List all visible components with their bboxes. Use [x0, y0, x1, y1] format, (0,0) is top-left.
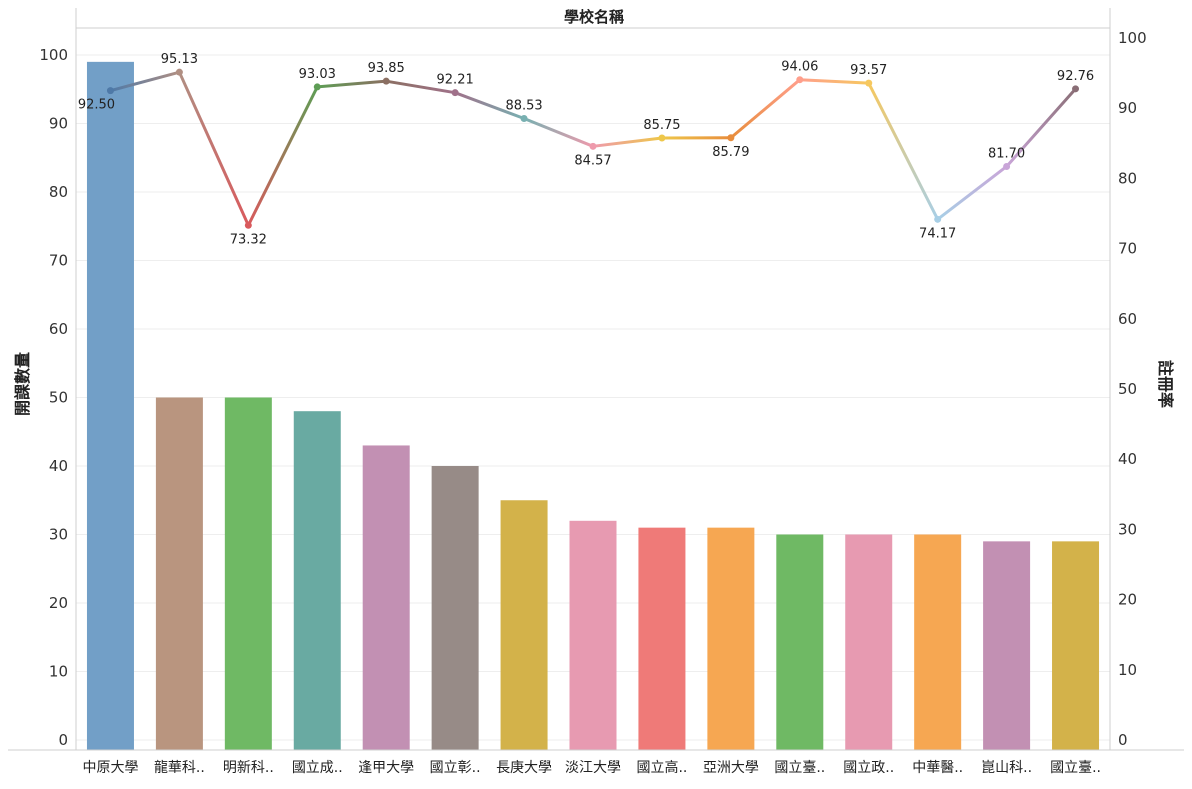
- line-point: [590, 143, 597, 150]
- bar: [432, 466, 479, 750]
- line-segment: [869, 83, 938, 219]
- category-label: 崑山科..: [981, 760, 1032, 776]
- bar: [570, 521, 617, 750]
- line-point: [1072, 85, 1079, 92]
- left-tick-label: 50: [49, 389, 68, 407]
- category-label: 中華醫..: [912, 760, 963, 776]
- category-label: 逢甲大學: [358, 760, 414, 776]
- line-series: 92.50 95.13 73.32 93.03 93.85 92.21 88.53 84.57…: [78, 52, 1094, 247]
- line-data-label: 94.06: [781, 60, 818, 75]
- line-data-label: 84.57: [574, 153, 611, 168]
- line-data-label: 85.79: [712, 145, 749, 160]
- line-segment: [731, 80, 800, 138]
- line-point: [452, 89, 459, 96]
- left-tick-label: 20: [49, 594, 68, 612]
- right-tick-label: 10: [1118, 661, 1137, 679]
- right-tick-label: 80: [1118, 169, 1137, 187]
- line-data-label: 92.21: [437, 73, 474, 88]
- category-label: 國立政..: [843, 760, 894, 776]
- category-label: 國立高..: [636, 759, 687, 776]
- line-segment: [593, 138, 662, 146]
- bar: [1052, 541, 1099, 750]
- line-data-label: 93.85: [368, 61, 405, 76]
- bar: [363, 445, 410, 750]
- line-data-label: 92.50: [78, 98, 115, 113]
- bar: [845, 535, 892, 751]
- line-data-label: 93.03: [299, 67, 336, 82]
- category-label: 中原大學: [82, 760, 138, 776]
- line-point: [658, 135, 665, 142]
- bar: [294, 411, 341, 750]
- line-data-label: 93.57: [850, 63, 887, 78]
- chart-title: 學校名稱: [564, 8, 624, 26]
- line-point: [796, 76, 803, 83]
- line-segment: [524, 119, 593, 147]
- line-data-label: 95.13: [161, 52, 198, 67]
- category-label: 龍華科..: [154, 759, 205, 776]
- right-tick-label: 60: [1118, 310, 1137, 328]
- category-label: 亞洲大學: [703, 760, 759, 776]
- left-tick-label: 60: [49, 320, 68, 338]
- bar: [225, 398, 272, 751]
- line-point: [107, 87, 114, 94]
- line-data-label: 74.17: [919, 226, 956, 241]
- line-point: [176, 69, 183, 76]
- line-data-label: 92.76: [1057, 69, 1094, 84]
- line-point: [1003, 163, 1010, 170]
- bar: [87, 62, 134, 750]
- line-point: [727, 134, 734, 141]
- line-data-label: 85.75: [643, 118, 680, 133]
- line-point: [383, 78, 390, 85]
- category-label: 國立彰..: [430, 759, 481, 776]
- category-label: 國立成..: [292, 760, 343, 776]
- left-tick-label: 70: [49, 252, 68, 270]
- line-segment: [317, 81, 386, 87]
- line-point: [934, 216, 941, 223]
- bar: [638, 528, 685, 750]
- left-tick-label: 30: [49, 526, 68, 544]
- line-segment: [938, 166, 1007, 219]
- right-tick-label: 70: [1118, 240, 1137, 258]
- line-segment: [800, 80, 869, 83]
- right-axis-title: 註冊率: [1156, 360, 1175, 408]
- left-tick-label: 90: [49, 115, 68, 133]
- left-tick-label: 80: [49, 183, 68, 201]
- right-tick-label: 90: [1118, 99, 1137, 117]
- bar: [501, 500, 548, 750]
- bar: [707, 528, 754, 750]
- category-label: 國立臺..: [774, 760, 825, 776]
- left-tick-label: 0: [58, 731, 68, 749]
- left-tick-label: 40: [49, 457, 68, 475]
- left-tick-label: 10: [49, 663, 68, 681]
- line-segment: [179, 72, 248, 225]
- line-data-label: 73.32: [230, 232, 267, 247]
- line-data-label: 81.70: [988, 146, 1025, 161]
- category-label: 長庚大學: [496, 760, 552, 776]
- right-tick-label: 40: [1118, 450, 1137, 468]
- bar: [776, 535, 823, 751]
- left-tick-label: 100: [39, 46, 68, 64]
- category-label: 國立臺..: [1050, 760, 1101, 776]
- line-data-label: 88.53: [505, 99, 542, 114]
- right-tick-label: 50: [1118, 380, 1137, 398]
- right-tick-label: 100: [1118, 29, 1147, 47]
- line-point: [314, 83, 321, 90]
- line-point: [521, 115, 528, 122]
- left-axis-title: 開課數量: [13, 352, 32, 416]
- category-label: 淡江大學: [565, 760, 621, 776]
- category-label: 明新科..: [223, 760, 274, 776]
- line-segment: [248, 87, 317, 225]
- right-tick-label: 0: [1118, 731, 1128, 749]
- bar: [914, 535, 961, 751]
- bar: [983, 541, 1030, 750]
- right-tick-label: 30: [1118, 520, 1137, 538]
- line-point: [245, 222, 252, 229]
- right-tick-label: 20: [1118, 591, 1137, 609]
- line-point: [865, 80, 872, 87]
- bar: [156, 398, 203, 751]
